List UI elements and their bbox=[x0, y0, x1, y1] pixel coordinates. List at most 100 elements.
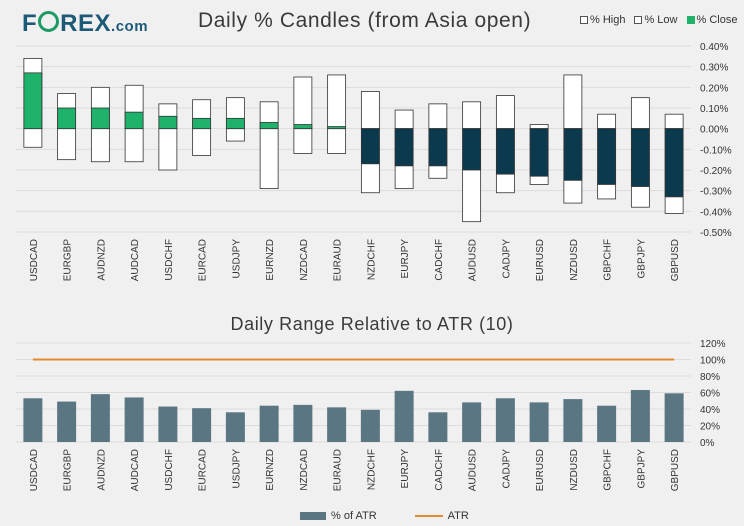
atr-ytick-label: 20% bbox=[700, 422, 720, 433]
legend-item-pct-atr: % of ATR bbox=[300, 510, 377, 522]
candle-low-box bbox=[192, 128, 212, 156]
candle-close-body bbox=[462, 128, 482, 171]
atr-bar bbox=[23, 398, 43, 442]
candle-close-body bbox=[495, 128, 515, 175]
atr-bar bbox=[664, 393, 684, 442]
candle-high-box bbox=[327, 74, 347, 130]
atr-bar bbox=[495, 398, 515, 442]
candle-close-body bbox=[57, 107, 77, 130]
legend-swatch-high bbox=[580, 16, 588, 24]
candle-low-box bbox=[259, 128, 279, 190]
candle-xtick-label: NZDUSD bbox=[569, 239, 580, 281]
candle-low-box bbox=[90, 128, 110, 163]
chart-title-atr: Daily Range Relative to ATR (10) bbox=[230, 314, 514, 334]
atr-bar bbox=[259, 405, 279, 442]
legend-swatch-low bbox=[634, 16, 643, 24]
atr-legend: % of ATR ATR bbox=[300, 510, 469, 522]
candle-xtick-label: AUDUSD bbox=[468, 239, 479, 281]
atr-xtick-label: AUDUSD bbox=[468, 449, 479, 491]
candle-xtick-label: GBPUSD bbox=[670, 239, 681, 281]
atr-bar bbox=[327, 407, 347, 442]
candle-close-body bbox=[293, 124, 313, 130]
candle-high-box bbox=[563, 74, 583, 130]
candle-low-box bbox=[158, 128, 178, 171]
candle-close-body bbox=[529, 128, 549, 177]
atr-bar bbox=[158, 406, 178, 442]
candle-xtick-label: NZDCAD bbox=[299, 239, 310, 281]
candle-close-body bbox=[597, 128, 617, 185]
candle-close-body bbox=[124, 111, 144, 130]
candle-high-box bbox=[360, 91, 380, 130]
candle-xtick-label: USDJPY bbox=[231, 239, 242, 279]
atr-ytick-label: 100% bbox=[700, 356, 726, 367]
candle-close-body bbox=[259, 122, 279, 130]
atr-bar bbox=[462, 402, 482, 442]
candle-high-box bbox=[529, 124, 549, 130]
candle-xtick-label: EURNZD bbox=[265, 239, 276, 281]
atr-ytick-label: 40% bbox=[700, 405, 720, 416]
candle-ytick-label: 0.20% bbox=[700, 83, 728, 94]
candle-close-body bbox=[192, 117, 212, 130]
atr-xtick-label: EURGBP bbox=[63, 449, 74, 492]
legend-item-high: % High bbox=[580, 14, 625, 26]
candle-close-body bbox=[428, 128, 448, 167]
candle-xtick-label: GBPCHF bbox=[603, 239, 614, 281]
candle-xtick-label: CADJPY bbox=[501, 239, 512, 279]
atr-xtick-label: CADJPY bbox=[501, 449, 512, 489]
candle-high-box bbox=[293, 76, 313, 130]
candle-high-box bbox=[664, 113, 684, 130]
atr-bar bbox=[293, 404, 313, 442]
atr-xtick-label: GBPCHF bbox=[603, 449, 614, 491]
legend-item-low: % Low bbox=[634, 14, 678, 26]
atr-bar bbox=[360, 409, 380, 442]
candle-ytick-label: -0.20% bbox=[700, 166, 732, 177]
atr-bar bbox=[563, 399, 583, 442]
candle-ytick-label: -0.40% bbox=[700, 207, 732, 218]
candles-legend: % High % Low % Close bbox=[580, 14, 737, 26]
candle-close-body bbox=[360, 128, 380, 165]
candle-xtick-label: AUDCAD bbox=[130, 239, 141, 281]
atr-ytick-label: 120% bbox=[700, 339, 726, 350]
atr-bar bbox=[57, 401, 77, 442]
candle-ytick-label: -0.50% bbox=[700, 228, 732, 239]
atr-xtick-label: AUDNZD bbox=[96, 449, 107, 491]
candle-close-body bbox=[158, 115, 178, 130]
legend-item-atr: ATR bbox=[414, 510, 469, 522]
candle-low-box bbox=[57, 128, 77, 161]
forex-logo: F REX.com bbox=[22, 10, 149, 37]
candle-low-box bbox=[293, 128, 313, 154]
atr-xtick-label: GBPUSD bbox=[670, 449, 681, 491]
candle-close-body bbox=[630, 128, 650, 187]
candle-high-box bbox=[428, 103, 448, 130]
candle-ytick-label: 0.00% bbox=[700, 125, 728, 136]
candle-close-body bbox=[394, 128, 414, 167]
atr-ytick-label: 0% bbox=[700, 438, 715, 449]
legend-swatch-close bbox=[686, 16, 695, 24]
candle-high-box bbox=[597, 113, 617, 130]
atr-xtick-label: AUDCAD bbox=[130, 449, 141, 491]
candle-low-box bbox=[124, 128, 144, 163]
candle-xtick-label: CADCHF bbox=[434, 239, 445, 281]
candle-close-body bbox=[563, 128, 583, 181]
candle-low-box bbox=[225, 128, 245, 142]
candle-xtick-label: NZDCHF bbox=[366, 239, 377, 280]
atr-xtick-label: GBPJPY bbox=[636, 449, 647, 489]
chart-title-candles: Daily % Candles (from Asia open) bbox=[198, 9, 532, 32]
atr-ytick-label: 80% bbox=[700, 372, 720, 383]
candle-xtick-label: EURCAD bbox=[198, 239, 209, 281]
atr-xtick-label: USDCHF bbox=[164, 449, 175, 491]
atr-bar bbox=[90, 394, 110, 442]
candle-close-body bbox=[225, 117, 245, 130]
logo-o-ring bbox=[38, 11, 60, 32]
candle-high-box bbox=[462, 101, 482, 130]
candle-low-box bbox=[23, 128, 43, 148]
atr-xtick-label: EURAUD bbox=[333, 449, 344, 491]
candle-ytick-label: 0.10% bbox=[700, 104, 728, 115]
candle-high-box bbox=[495, 95, 515, 130]
atr-xtick-label: EURJPY bbox=[400, 449, 411, 489]
atr-bar bbox=[124, 397, 144, 442]
atr-bar bbox=[630, 390, 650, 442]
candle-xtick-label: EURGBP bbox=[63, 239, 74, 282]
atr-xtick-label: EURUSD bbox=[535, 449, 546, 491]
